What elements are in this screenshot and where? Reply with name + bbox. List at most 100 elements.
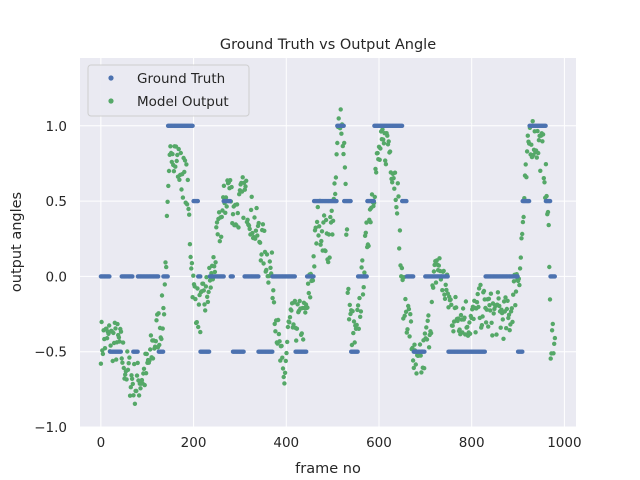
model-output-point (212, 269, 218, 275)
model-output-point (483, 320, 489, 325)
model-output-point (380, 127, 385, 132)
model-output-point (407, 334, 412, 339)
ground-truth-point (520, 349, 525, 354)
model-output-point (473, 330, 478, 335)
model-output-point (242, 187, 247, 192)
model-output-point (372, 194, 377, 200)
model-output-point (294, 338, 299, 343)
model-output-point (136, 393, 142, 398)
model-output-point (135, 360, 140, 366)
model-output-point (538, 168, 543, 173)
model-output-point (268, 265, 273, 270)
y-axis-label: output angles (9, 192, 25, 292)
model-output-point (453, 294, 458, 300)
model-output-point (168, 144, 173, 149)
model-output-point (127, 393, 133, 398)
model-output-point (217, 239, 222, 244)
model-output-point (229, 184, 234, 190)
model-output-point (127, 355, 132, 360)
model-output-point (143, 371, 149, 376)
model-output-point (312, 264, 317, 269)
model-output-point (159, 336, 164, 342)
model-output-point (125, 367, 131, 372)
model-output-point (165, 199, 170, 204)
model-output-point (385, 133, 390, 138)
model-output-point (206, 289, 211, 295)
model-output-point (212, 264, 217, 269)
model-output-point (236, 225, 241, 230)
model-output-point (471, 316, 476, 322)
model-output-point (349, 342, 355, 348)
model-output-point (354, 322, 359, 328)
model-output-point (276, 317, 281, 323)
model-output-point (394, 211, 400, 216)
y-tick-labels: −1.0 −0.5 0.0 0.5 1.0 (34, 119, 67, 436)
model-output-point (362, 270, 367, 275)
y-tick-label: 0.0 (46, 269, 67, 285)
model-output-point (279, 343, 284, 349)
model-output-point (179, 187, 184, 192)
model-output-point (333, 191, 338, 197)
model-output-point (291, 322, 296, 327)
model-output-point (326, 259, 331, 265)
model-output-point (156, 311, 161, 316)
model-output-point (545, 209, 551, 215)
model-output-point (505, 298, 510, 303)
model-output-point (123, 372, 128, 377)
model-output-point (501, 336, 506, 341)
model-output-point (450, 323, 455, 328)
model-output-point (487, 303, 492, 308)
model-output-point (443, 282, 448, 287)
model-output-point (344, 227, 350, 232)
model-output-point (129, 376, 135, 381)
model-output-point (358, 314, 363, 319)
model-output-point (451, 329, 456, 334)
model-output-point (393, 197, 398, 203)
model-output-point (486, 296, 492, 301)
model-output-point (244, 178, 249, 183)
model-output-point (541, 176, 546, 181)
model-output-point (495, 290, 501, 295)
model-output-point (294, 326, 300, 331)
model-output-point (292, 298, 298, 304)
model-output-point (120, 360, 125, 365)
model-output-point (441, 268, 446, 274)
model-output-point (330, 232, 335, 237)
model-output-point (102, 346, 108, 351)
model-output-point (182, 169, 187, 175)
model-output-point (419, 370, 424, 375)
model-output-point (248, 207, 254, 213)
model-output-point (98, 361, 104, 366)
model-output-point (178, 150, 183, 156)
model-output-point (126, 361, 131, 366)
model-output-point (551, 351, 556, 356)
model-output-point (355, 307, 360, 313)
model-output-point (281, 374, 286, 380)
model-output-point (204, 275, 209, 280)
model-output-point (518, 255, 523, 260)
model-output-point (513, 289, 519, 294)
ground-truth-point (445, 274, 450, 279)
model-output-point (270, 295, 275, 301)
x-tick-label: 400 (273, 435, 299, 451)
model-output-point (511, 292, 516, 297)
model-output-point (329, 208, 334, 213)
model-output-point (184, 202, 190, 207)
model-output-point (99, 319, 104, 325)
model-output-point (347, 302, 352, 308)
model-output-point (488, 291, 494, 296)
model-output-point (332, 181, 337, 186)
model-output-point (323, 248, 328, 254)
model-output-point (289, 308, 294, 313)
model-output-point (134, 388, 139, 394)
model-output-point (129, 373, 134, 378)
model-output-point (284, 350, 289, 356)
model-output-point (491, 311, 496, 316)
model-output-point (345, 290, 350, 295)
model-output-point (125, 349, 130, 354)
model-output-point (107, 323, 112, 328)
model-output-point (254, 205, 259, 211)
model-output-point (392, 186, 397, 191)
legend: Ground Truth Model Output (87, 64, 250, 117)
model-output-point (422, 366, 427, 371)
